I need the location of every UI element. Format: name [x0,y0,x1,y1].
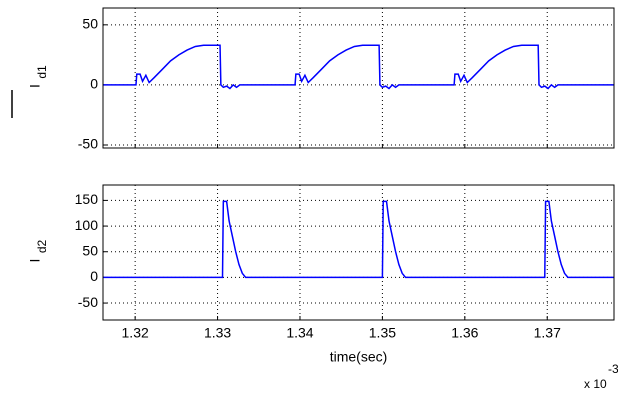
y-tick-label: 50 [82,242,98,258]
x-multiplier: x 10 [584,377,607,391]
y-tick-label: 100 [75,217,99,233]
x-tick-label: 1.33 [204,325,231,341]
y-tick-label: -50 [78,136,98,152]
x-multiplier-exponent: -3 [608,362,618,376]
axes-frame [102,184,615,321]
y-axis-label: Id1 [27,65,49,88]
x-axis-label: time(sec) [330,349,388,365]
y-tick-label: 0 [90,268,98,284]
axes-frame [102,7,615,149]
x-tick-label: 1.36 [451,325,478,341]
y-axis-label: Id2 [27,240,49,263]
data-line [103,44,614,90]
y-label-main: I [27,84,43,88]
y-tick-label: -50 [78,294,98,310]
x-tick-label: 1.32 [122,325,149,341]
y-label-sub: d2 [35,240,49,254]
y-tick-label: 50 [82,16,98,32]
y-label-main: I [27,259,43,263]
y-label-sub: d1 [35,65,49,79]
data-line [103,200,614,279]
x-tick-label: 1.34 [286,325,313,341]
y-tick-label: 0 [90,76,98,92]
x-tick-label: 1.37 [534,325,561,341]
x-tick-label: 1.35 [369,325,396,341]
y-tick-label: 150 [75,191,99,207]
